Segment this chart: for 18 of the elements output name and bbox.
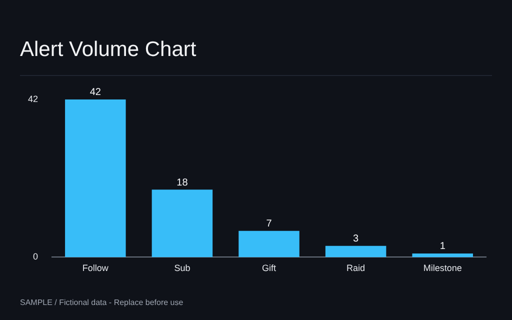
bar	[65, 99, 126, 258]
bar	[238, 230, 300, 258]
x-tick-label: Follow	[82, 263, 109, 274]
x-tick-label: Gift	[262, 263, 276, 274]
bar	[152, 190, 213, 258]
bar	[412, 253, 473, 258]
chart-title: Alert Volume Chart	[20, 38, 196, 62]
data-label: 18	[176, 177, 188, 188]
data-label: 7	[266, 218, 272, 230]
data-label: 42	[90, 87, 102, 98]
bar	[325, 246, 386, 258]
data-label: 3	[353, 234, 360, 245]
data-label: 1	[440, 241, 446, 252]
text: SAMPLE / Fictional data - Replace before use	[20, 298, 184, 307]
x-tick-label: Milestone	[423, 263, 462, 274]
y-tick-label: 0	[32, 252, 38, 262]
x-tick-label: Raid	[346, 263, 366, 274]
x-tick-label: Sub	[174, 263, 190, 274]
